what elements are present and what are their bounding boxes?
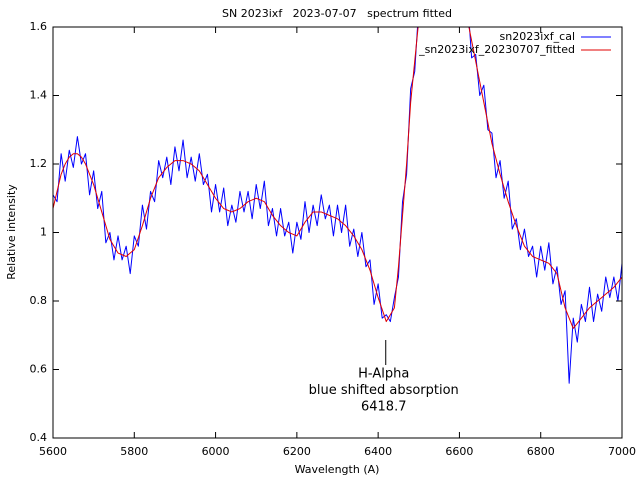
annotation-text: blue shifted absorption (309, 383, 459, 398)
plot-area (53, 27, 622, 384)
y-tick-label: 1 (40, 226, 47, 239)
annotation-value: 6418.7 (361, 400, 407, 415)
annotation-text: H-Alpha (358, 367, 409, 382)
series-line (53, 27, 622, 384)
series-line (53, 27, 622, 329)
x-tick-label: 6200 (283, 445, 311, 458)
y-tick-label: 1.4 (30, 89, 48, 102)
legend-label: sn2023ixf_cal (500, 30, 575, 43)
chart-title: SN 2023ixf 2023-07-07 spectrum fitted (222, 7, 452, 20)
x-tick-label: 6400 (364, 445, 392, 458)
y-tick-label: 0.4 (30, 431, 48, 444)
x-axis-label: Wavelength (A) (295, 463, 380, 476)
x-tick-label: 6800 (527, 445, 555, 458)
x-tick-label: 5600 (39, 445, 67, 458)
x-tick-label: 6000 (202, 445, 230, 458)
x-tick-label: 7000 (608, 445, 636, 458)
y-tick-label: 0.6 (30, 363, 48, 376)
y-axis-label: Relative intensity (5, 184, 18, 280)
x-tick-label: 5800 (120, 445, 148, 458)
y-tick-label: 0.8 (30, 294, 48, 307)
y-tick-label: 1.6 (30, 20, 48, 33)
x-tick-label: 6600 (445, 445, 473, 458)
legend-label: _sn2023ixf_20230707_fitted (418, 43, 575, 56)
y-tick-label: 1.2 (30, 157, 48, 170)
